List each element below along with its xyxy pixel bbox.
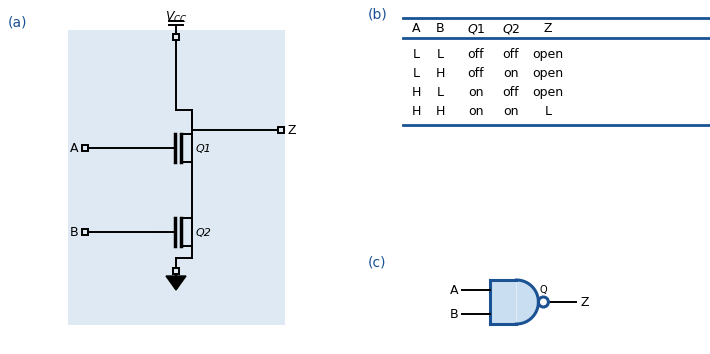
Bar [173,268,179,274]
Text: L: L [545,105,552,118]
Text: L: L [437,48,444,61]
Text: (c): (c) [368,255,386,269]
Bar [82,145,88,151]
Text: on: on [469,86,484,99]
Text: off: off [468,67,484,80]
Text: B: B [70,225,78,239]
Text: Q1: Q1 [196,144,212,154]
Text: $Q1$: $Q1$ [466,22,486,36]
Bar [82,229,88,235]
Text: Z: Z [288,124,297,137]
Text: Q: Q [540,285,547,295]
Text: (a): (a) [8,16,28,30]
Text: on: on [503,105,519,118]
Text: $Q2$: $Q2$ [502,22,520,36]
Text: $V_{CC}$: $V_{CC}$ [165,10,187,25]
Bar [173,34,179,40]
Text: H: H [411,86,421,99]
Text: open: open [532,86,564,99]
Text: off: off [468,48,484,61]
Bar [278,127,284,133]
Text: A: A [412,23,420,35]
Bar [68,30,285,325]
Text: on: on [469,105,484,118]
Text: H: H [435,105,444,118]
Bar [490,280,516,324]
Text: (b): (b) [368,8,388,22]
Text: Z: Z [580,296,589,308]
Text: off: off [503,48,519,61]
Text: H: H [435,67,444,80]
Wedge shape [516,280,538,324]
Text: B: B [436,23,444,35]
Text: L: L [413,48,420,61]
Polygon shape [166,276,186,290]
Text: Q2: Q2 [196,228,212,238]
Text: L: L [413,67,420,80]
Text: B: B [449,308,458,320]
Text: off: off [503,86,519,99]
Text: on: on [503,67,519,80]
Text: H: H [411,105,421,118]
Text: Z: Z [544,23,552,35]
Text: L: L [437,86,444,99]
Text: A: A [70,142,78,154]
Text: open: open [532,48,564,61]
Text: A: A [449,284,458,297]
Text: open: open [532,67,564,80]
